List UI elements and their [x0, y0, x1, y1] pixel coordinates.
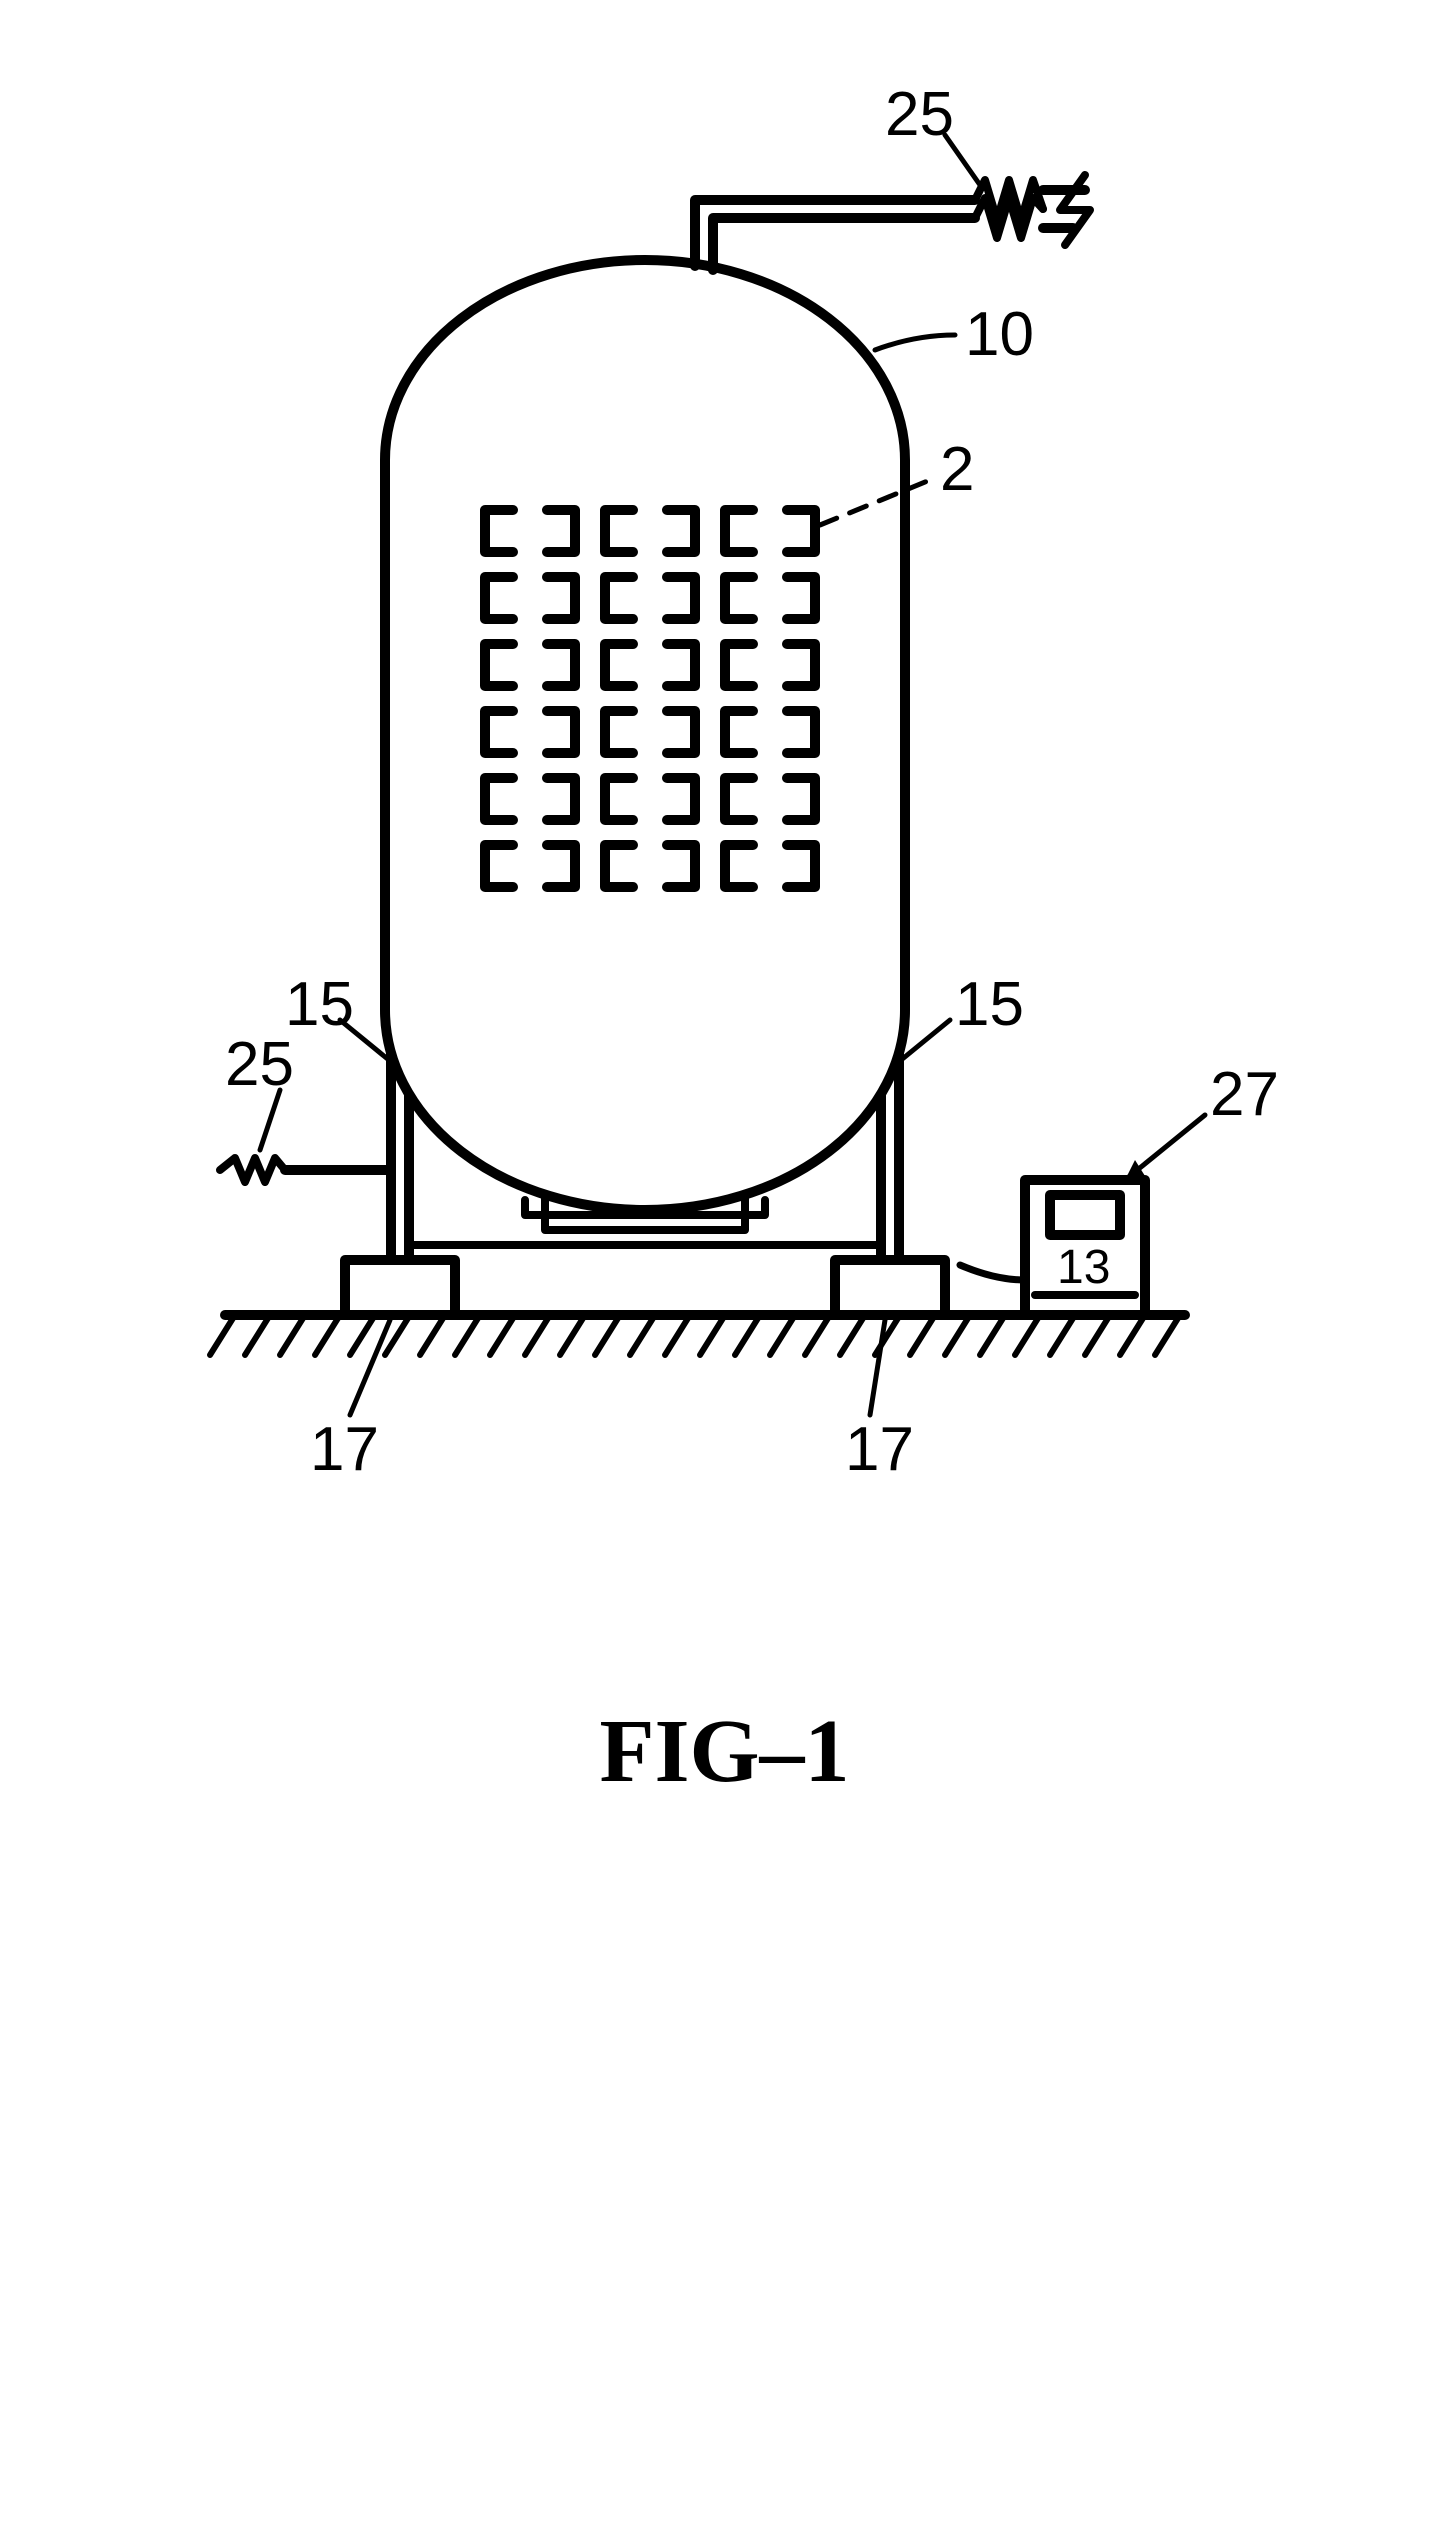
vessel-body	[385, 260, 905, 1210]
label-15-left: 15	[285, 970, 354, 1039]
diagram-svg: 25 10 2 15 15 25 17 17 27 13	[125, 80, 1325, 1580]
label-10: 10	[965, 300, 1034, 369]
lower-left-pipe	[220, 1158, 391, 1182]
label-15-right: 15	[955, 970, 1024, 1039]
label-17-right: 17	[845, 1415, 914, 1484]
figure-1: 25 10 2 15 15 25 17 17 27 13	[125, 80, 1325, 1585]
figure-caption: FIG–1	[599, 1700, 849, 1803]
label-13: 13	[1057, 1241, 1110, 1294]
label-2: 2	[940, 435, 974, 504]
top-pipe	[695, 175, 1090, 270]
right-foot	[835, 1260, 945, 1315]
label-25-top: 25	[885, 80, 954, 149]
label-25-lower: 25	[225, 1030, 294, 1099]
box-wire	[960, 1265, 1025, 1280]
ground-hatching	[210, 1315, 1180, 1355]
label-27: 27	[1210, 1060, 1279, 1129]
left-foot	[345, 1260, 455, 1315]
label-17-left: 17	[310, 1415, 379, 1484]
